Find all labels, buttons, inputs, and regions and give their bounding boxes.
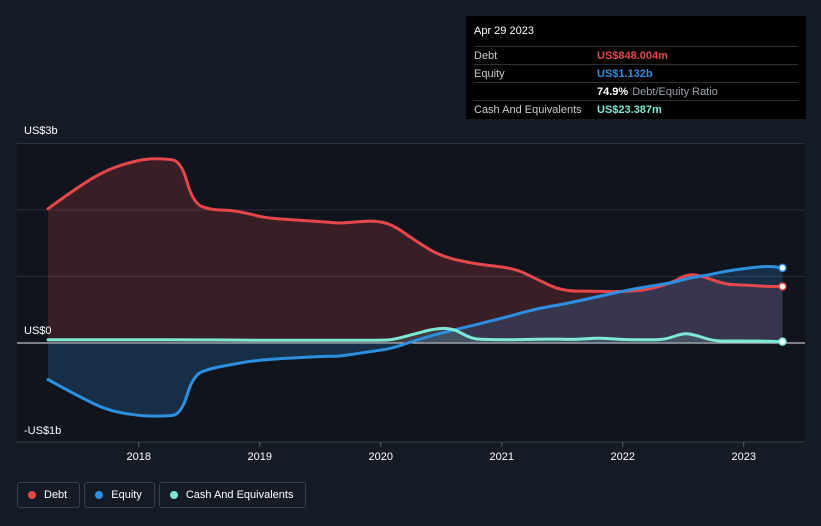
debt-legend-dot-icon: [28, 491, 36, 499]
cash-endpoint: [778, 337, 787, 346]
x-tick-label: 2020: [369, 451, 393, 463]
x-tick-label: 2022: [611, 451, 635, 463]
legend-item-debt[interactable]: Debt: [17, 482, 81, 508]
x-tick-label: 2023: [732, 451, 756, 463]
plot-area: [17, 143, 805, 442]
tooltip-label: Cash And Equivalents: [474, 103, 582, 116]
chart-legend: Debt Equity Cash And Equivalents: [17, 482, 307, 508]
debt-endpoint: [778, 282, 787, 291]
equity-legend-dot-icon: [95, 491, 104, 499]
equity-endpoint: [778, 263, 787, 273]
tooltip-label: Debt: [474, 49, 498, 62]
data-tooltip: Apr 29 2023 Debt US$848.004m Equity US$1…: [466, 16, 806, 119]
tooltip-row-equity: Equity US$1.132b: [474, 64, 798, 82]
legend-label: Debt: [44, 489, 68, 501]
tooltip-label: Equity: [474, 67, 505, 80]
legend-item-equity[interactable]: Equity: [84, 482, 155, 508]
tooltip-value: US$23.387m: [597, 103, 662, 116]
tooltip-row-cash: Cash And Equivalents US$23.387m: [474, 100, 798, 118]
tooltip-extra: Debt/Equity Ratio: [632, 85, 718, 98]
cash-legend-dot-icon: [169, 491, 178, 499]
y-axis-zero-label: US$0: [24, 325, 52, 337]
cash-line: [46, 326, 784, 344]
equity-line: [46, 264, 784, 418]
x-tick-label: 2018: [127, 451, 151, 463]
y-axis-bottom-label: -US$1b: [24, 425, 62, 437]
tooltip-value: US$1.132b: [597, 67, 653, 80]
tooltip-row-debt: Debt US$848.004m: [474, 46, 798, 64]
legend-label: Cash And Equivalents: [185, 489, 294, 501]
legend-item-cash[interactable]: Cash And Equivalents: [158, 482, 307, 508]
x-tick-label: 2019: [248, 451, 272, 463]
legend-label: Equity: [111, 489, 142, 501]
tooltip-value: US$848.004m: [597, 49, 668, 62]
tooltip-date: Apr 29 2023: [474, 25, 534, 37]
tooltip-value: 74.9%: [597, 85, 629, 98]
y-axis-top-label: US$3b: [24, 125, 58, 137]
x-tick-label: 2021: [490, 451, 514, 463]
tooltip-row-ratio: 74.9% Debt/Equity Ratio: [474, 82, 798, 100]
